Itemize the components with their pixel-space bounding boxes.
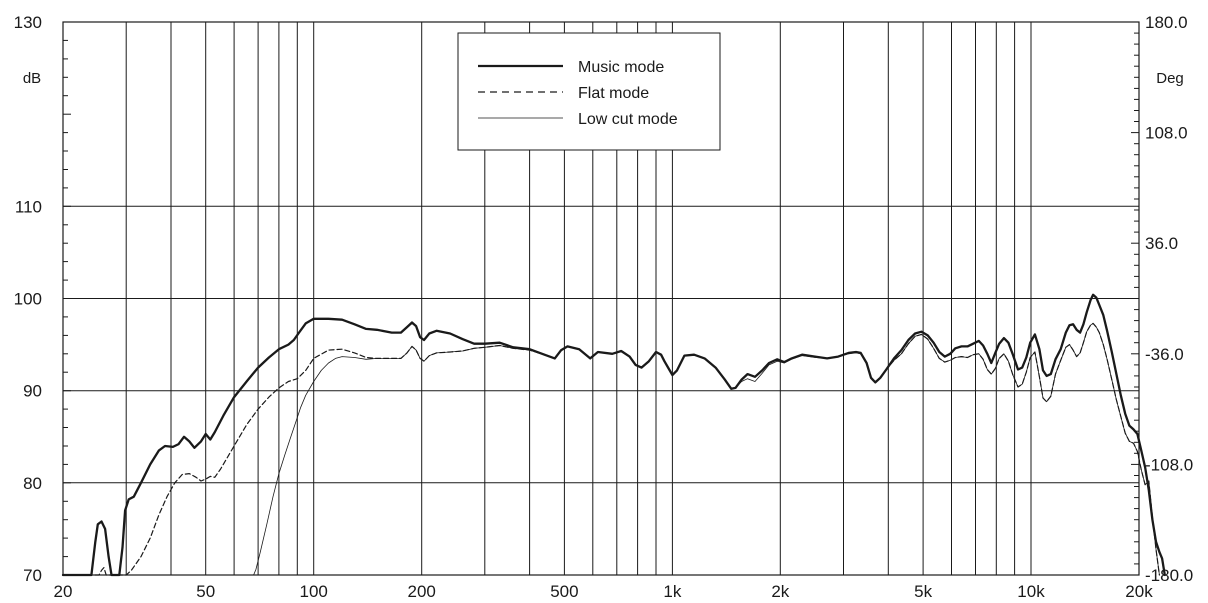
x-tick-label: 2k <box>771 582 789 601</box>
y2-tick-label: 36.0 <box>1145 234 1178 253</box>
y2-tick-label: 180.0 <box>1145 13 1188 32</box>
right-axis-ticks <box>1131 21 1139 576</box>
y-tick-label: 90 <box>23 382 42 401</box>
y-tick-label: 100 <box>14 290 42 309</box>
series-lines <box>61 293 1166 577</box>
y-axis-label: dB <box>23 70 41 87</box>
y-tick-label: 110 <box>15 197 42 216</box>
y2-tick-label: 108.0 <box>1145 124 1188 143</box>
plot-frame <box>62 21 1140 576</box>
series-line-music-mode <box>61 293 1166 577</box>
y2-tick-label: -180.0 <box>1145 566 1193 585</box>
y2-tick-label: -108.0 <box>1145 455 1193 474</box>
y-tick-label: 80 <box>23 474 42 493</box>
legend-label-flat: Flat mode <box>578 85 649 102</box>
x-tick-label: 1k <box>663 582 681 601</box>
legend-box <box>457 32 721 151</box>
legend-label-music: Music mode <box>578 59 664 76</box>
x-tick-label: 50 <box>196 582 215 601</box>
y-tick-label: 130 <box>14 13 42 32</box>
grid-lines <box>63 22 1139 575</box>
x-tick-label: 20 <box>54 582 73 601</box>
legend: Music mode Flat mode Low cut mode <box>457 32 721 151</box>
x-tick-label: 10k <box>1017 582 1045 601</box>
x-tick-label: 500 <box>550 582 578 601</box>
x-tick-label: 5k <box>914 582 932 601</box>
legend-label-lowcut: Low cut mode <box>578 111 678 128</box>
y2-tick-label: -36.0 <box>1145 345 1184 364</box>
y-tick-label: 70 <box>23 566 42 585</box>
tick-labels: 20 50 100 200 500 1k 2k 5k 10k 20k 70 80 90 100 110 130… <box>14 13 1194 601</box>
x-tick-label: 20k <box>1125 582 1153 601</box>
x-tick-label: 100 <box>300 582 328 601</box>
x-tick-label: 200 <box>408 582 436 601</box>
y2-axis-label: Deg <box>1156 70 1184 87</box>
